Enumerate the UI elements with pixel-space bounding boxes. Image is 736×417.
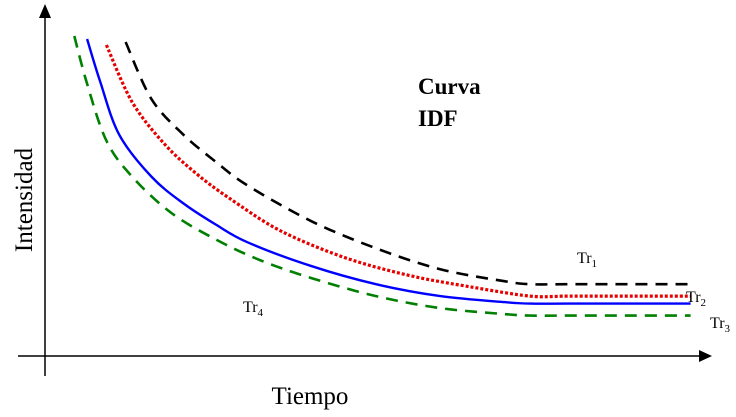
data-point-tr1-6 [375, 247, 378, 250]
data-point-tr4-11 [529, 314, 532, 317]
data-point-tr4-4 [169, 211, 172, 214]
data-point-tr2-6 [342, 256, 345, 259]
series-layer [73, 35, 692, 317]
data-point-tr3-11 [529, 302, 532, 305]
data-point-tr1-11 [631, 283, 634, 286]
series-label-tr2: Tr2 [686, 289, 706, 309]
series-label-subscript: 2 [701, 297, 707, 309]
y-axis-arrow [39, 4, 51, 18]
series-label-base: Tr [243, 299, 258, 316]
data-point-tr1-1 [150, 97, 153, 100]
data-point-tr3-9 [439, 295, 442, 298]
series-label-tr1: Tr1 [577, 250, 597, 270]
y-axis-label: Intensidad [11, 147, 38, 252]
data-point-tr1-3 [214, 160, 217, 163]
chart-title-line-1: Curva [418, 74, 481, 99]
data-point-tr3-12 [567, 302, 570, 305]
x-axis-label: Tiempo [272, 383, 349, 410]
data-point-tr2-0 [105, 44, 108, 47]
data-point-tr3-5 [214, 223, 217, 226]
series-line-tr4 [73, 35, 691, 317]
data-point-tr3-10 [503, 301, 506, 304]
data-point-tr3-13 [631, 302, 634, 305]
data-point-tr4-13 [631, 314, 634, 317]
data-point-tr2-10 [567, 295, 570, 298]
data-point-tr4-8 [375, 295, 378, 298]
data-point-tr2-9 [529, 295, 532, 298]
data-point-tr1-4 [246, 184, 249, 187]
data-point-tr3-0 [86, 38, 89, 41]
series-label-tr4: Tr4 [243, 299, 264, 319]
data-point-tr2-8 [471, 286, 474, 289]
series-label-base: Tr [686, 289, 701, 306]
data-point-tr4-10 [503, 313, 506, 316]
data-point-tr2-4 [227, 196, 230, 199]
series-line-tr2 [104, 44, 691, 299]
data-point-tr4-0 [73, 35, 76, 38]
data-point-tr3-2 [118, 133, 121, 136]
data-point-tr1-10 [567, 283, 570, 286]
data-point-tr2-11 [631, 295, 634, 298]
series-label-base: Tr [577, 250, 592, 267]
series-line-tr1 [124, 41, 691, 286]
data-point-tr1-2 [182, 133, 185, 136]
data-point-tr1-8 [503, 280, 506, 283]
data-point-tr1-7 [439, 268, 442, 271]
data-point-tr4-2 [105, 139, 108, 142]
data-point-tr2-7 [407, 274, 410, 277]
data-point-tr1-9 [529, 283, 532, 286]
data-point-tr4-1 [86, 82, 89, 85]
series-label-subscript: 3 [725, 323, 731, 335]
series-label-subscript: 1 [592, 258, 598, 270]
chart-title-line-2: IDF [418, 106, 458, 131]
data-point-tr2-3 [195, 172, 198, 175]
data-point-tr4-6 [259, 259, 262, 262]
data-point-tr2-1 [131, 100, 134, 103]
data-point-tr4-5 [214, 238, 217, 241]
data-point-tr1-0 [124, 41, 127, 44]
data-point-tr3-1 [98, 79, 101, 82]
data-point-tr2-2 [163, 142, 166, 145]
data-point-tr4-12 [567, 314, 570, 317]
series-label-subscript: 4 [258, 307, 264, 319]
x-axis-arrow [699, 350, 712, 362]
series-label-tr3: Tr3 [710, 315, 731, 335]
data-point-tr4-14 [689, 314, 692, 317]
data-point-tr3-3 [150, 175, 153, 178]
data-point-tr1-5 [310, 220, 313, 223]
data-point-tr4-7 [310, 277, 313, 280]
data-point-tr3-4 [182, 202, 185, 205]
data-point-tr1-12 [689, 283, 692, 286]
data-point-tr3-7 [310, 265, 313, 268]
series-label-base: Tr [710, 315, 725, 332]
data-point-tr2-5 [278, 229, 281, 232]
data-point-tr3-8 [375, 283, 378, 286]
axes [18, 4, 712, 376]
data-point-tr3-6 [246, 241, 249, 244]
series-line-tr3 [85, 38, 691, 305]
data-point-tr4-9 [439, 307, 442, 310]
data-point-tr4-3 [131, 175, 134, 178]
